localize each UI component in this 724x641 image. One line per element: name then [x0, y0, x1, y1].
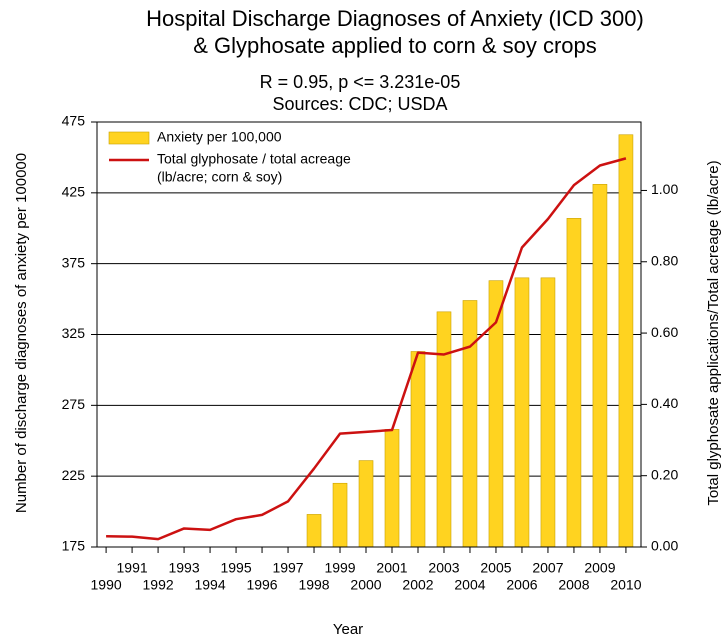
- x-tick-label: 2004: [454, 577, 485, 593]
- bar: [384, 429, 400, 548]
- chart-subtitle: Sources: CDC; USDA: [272, 94, 447, 114]
- chart-title: & Glyphosate applied to corn & soy crops: [193, 33, 597, 58]
- bar: [514, 277, 530, 548]
- x-tick-label: 2010: [610, 577, 641, 593]
- y2-tick-label: 0.40: [651, 395, 678, 411]
- line: [106, 157, 627, 541]
- x-tick-label: 1993: [168, 560, 199, 576]
- y2-axis-label: Total glyphosate applications/Total acre…: [705, 160, 722, 505]
- x-tick-label: 1990: [91, 577, 122, 593]
- y-tick-label: 475: [62, 113, 86, 129]
- y-tick-label: 325: [62, 325, 86, 341]
- bar: [306, 514, 322, 548]
- y-tick-label: 225: [62, 467, 86, 483]
- x-tick-label: 1999: [324, 560, 355, 576]
- y2-tick-label: 0.60: [651, 324, 678, 340]
- x-tick-label: 2003: [428, 560, 459, 576]
- x-tick-label: 2002: [402, 577, 433, 593]
- y-tick-label: 275: [62, 396, 86, 412]
- bar: [410, 351, 426, 548]
- bar: [592, 184, 608, 548]
- x-tick-label: 2001: [376, 560, 407, 576]
- y-axis-label: Number of discharge diagnoses of anxiety…: [13, 153, 30, 513]
- x-tick-label: 1997: [272, 560, 303, 576]
- x-tick-label: 2008: [558, 577, 589, 593]
- y2-tick-label: 1.00: [651, 181, 678, 197]
- bar: [566, 218, 582, 548]
- legend-label: Anxiety per 100,000: [157, 129, 282, 145]
- x-tick-label: 2005: [480, 560, 511, 576]
- bar: [332, 482, 348, 548]
- bar: [618, 134, 634, 548]
- x-tick-label: 1995: [220, 560, 251, 576]
- chart-title: Hospital Discharge Diagnoses of Anxiety …: [146, 6, 644, 31]
- chart-subtitle: R = 0.95, p <= 3.231e-05: [260, 72, 461, 92]
- bar: [540, 277, 556, 548]
- y2-tick-label: 0.80: [651, 252, 678, 268]
- x-tick-label: 1991: [117, 560, 148, 576]
- x-tick-label: 2000: [350, 577, 381, 593]
- bar: [358, 460, 374, 548]
- legend-label: Total glyphosate / total acreage: [157, 151, 351, 167]
- legend-swatch: [108, 131, 150, 145]
- x-tick-label: 2009: [584, 560, 615, 576]
- bar: [462, 300, 478, 548]
- bar: [436, 311, 452, 548]
- y2-tick-label: 0.20: [651, 466, 678, 482]
- x-tick-label: 2007: [532, 560, 563, 576]
- x-tick-label: 1998: [298, 577, 329, 593]
- y2-tick-label: 0.00: [651, 538, 678, 554]
- legend-note: (lb/acre; corn & soy): [157, 169, 282, 185]
- x-tick-label: 2006: [506, 577, 537, 593]
- y-tick-label: 425: [62, 184, 86, 200]
- x-tick-label: 1994: [194, 577, 225, 593]
- x-tick-label: 1992: [143, 577, 174, 593]
- y-tick-label: 375: [62, 254, 86, 270]
- x-tick-label: 1996: [246, 577, 277, 593]
- plot-frame: [96, 121, 642, 548]
- y-tick-label: 175: [62, 538, 86, 554]
- x-axis-label: Year: [333, 621, 363, 638]
